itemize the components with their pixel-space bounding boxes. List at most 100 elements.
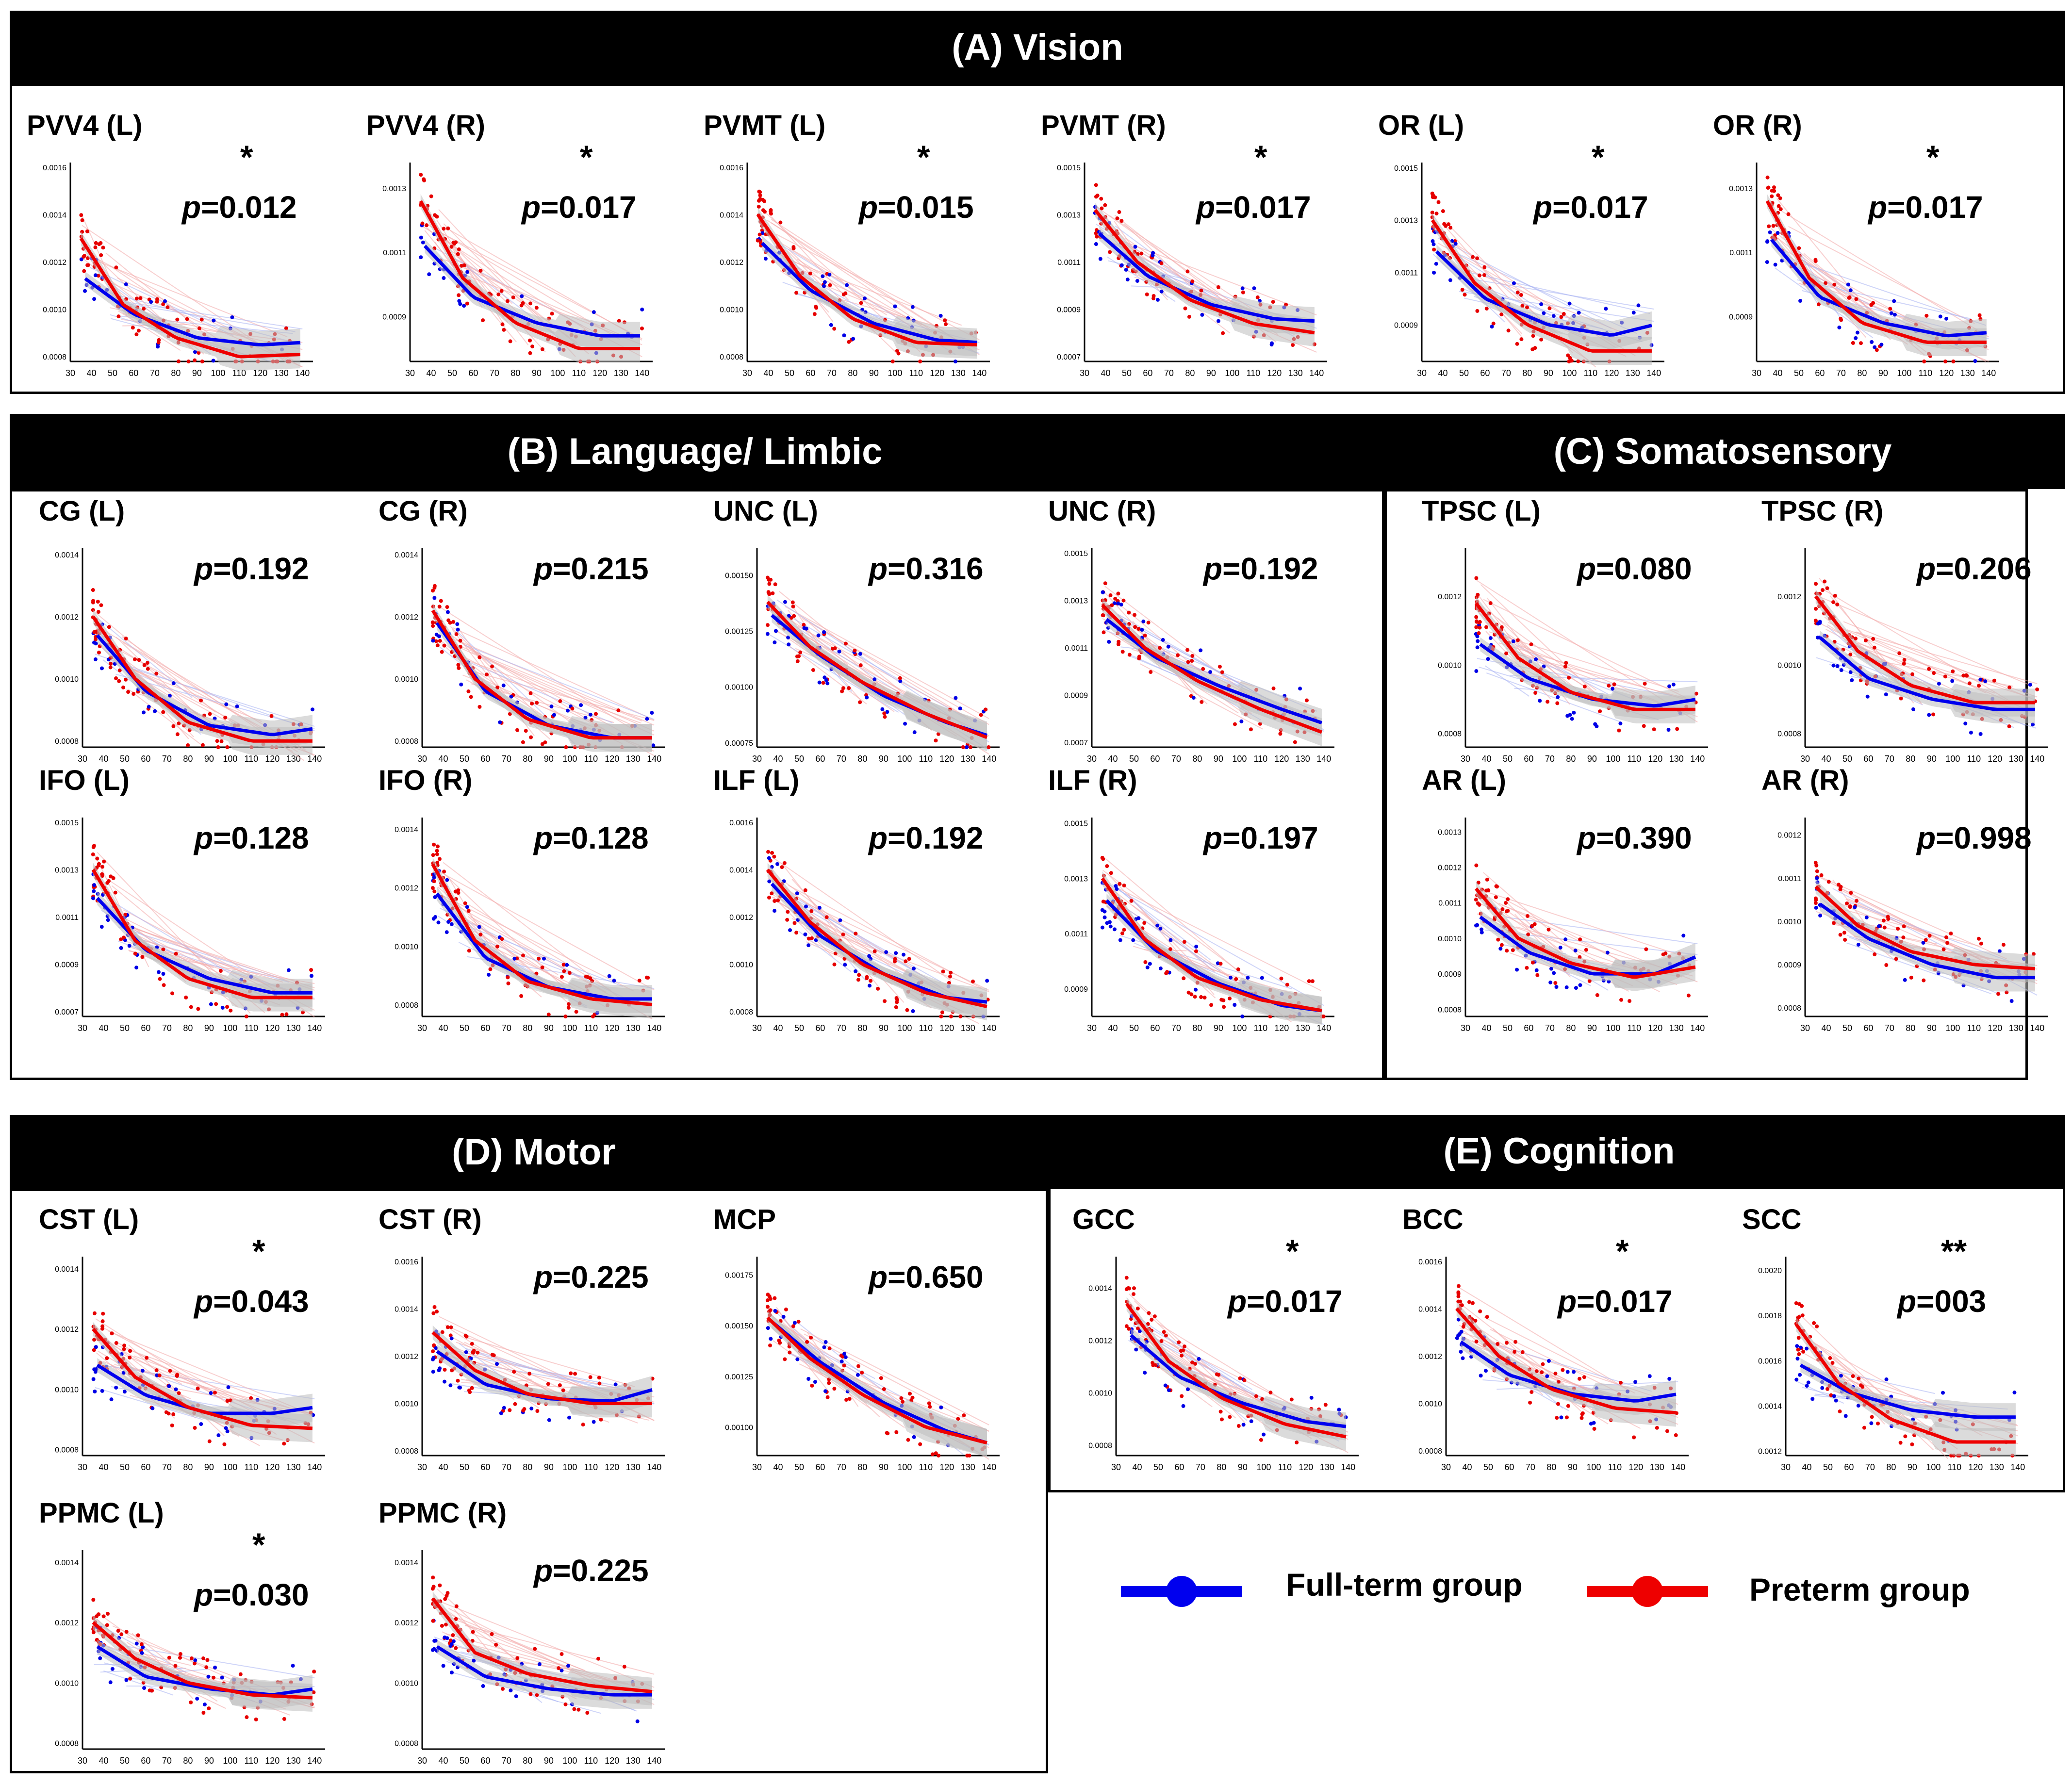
preterm-point [563, 1015, 568, 1018]
trajectory-line [1507, 902, 1566, 958]
preterm-point [1771, 224, 1776, 228]
full-term-point [1453, 242, 1458, 246]
x-tick-label: 40 [1132, 1462, 1142, 1472]
preterm-point [1772, 185, 1776, 190]
full-term-point [1983, 679, 1988, 684]
preterm-point [1121, 598, 1126, 603]
full-term-point [134, 966, 139, 970]
full-term-point [1159, 289, 1164, 294]
preterm-point [513, 1402, 517, 1406]
chart-panel: BCC * p=0.017 30 40 50 60 70 80 90 100 110 120 130 140… [1398, 1203, 1727, 1485]
x-tick-label: 40 [1821, 1023, 1831, 1033]
y-tick-label: 0.0010 [1777, 918, 1801, 926]
full-term-point [645, 717, 649, 721]
section-header-language-limbic: (B) Language/ Limbic [10, 414, 1380, 489]
preterm-point [422, 177, 426, 181]
full-term-point [965, 745, 969, 749]
preterm-point [860, 1371, 864, 1375]
preterm-point [456, 252, 460, 256]
preterm-point [431, 853, 435, 857]
x-tick-label: 130 [274, 368, 289, 378]
full-term-point [1260, 976, 1264, 980]
preterm-point [100, 1324, 105, 1328]
preterm-point [173, 1664, 178, 1668]
full-term-point [1538, 699, 1542, 703]
full-term-point [795, 891, 799, 896]
preterm-point [82, 269, 86, 273]
preterm-point [1238, 1376, 1242, 1380]
preterm-point [1186, 990, 1191, 995]
scatter-plot: 30 40 50 60 70 80 90 100 110 120 130 1400.00080.001… [55, 1257, 325, 1472]
x-tick-label: 50 [120, 1462, 130, 1472]
x-tick-label: 30 [1781, 1462, 1791, 1472]
confidence-band [1456, 1302, 1676, 1427]
full-term-point [1633, 1380, 1638, 1384]
preterm-point [431, 624, 435, 628]
x-tick-label: 120 [592, 368, 607, 378]
preterm-point [110, 1331, 114, 1336]
preterm-point [1100, 855, 1104, 860]
chart-title: CG (L) [39, 495, 125, 527]
preterm-point [223, 715, 228, 720]
p-value-number: =0.015 [878, 190, 974, 225]
x-tick-label: 70 [162, 1756, 172, 1766]
preterm-point [856, 1364, 861, 1368]
preterm-point [882, 1387, 886, 1392]
full-term-point [226, 1385, 230, 1390]
confidence-band [85, 271, 300, 359]
chart-title: PVMT (L) [704, 110, 826, 141]
preterm-point [114, 676, 118, 681]
trajectory-line [1134, 1318, 1252, 1390]
y-tick-label: 0.0008 [1418, 1447, 1442, 1456]
x-tick-label: 50 [447, 368, 457, 378]
preterm-point [174, 951, 178, 956]
y-tick-label: 0.0018 [1758, 1312, 1782, 1320]
y-tick-label: 0.0014 [395, 1305, 418, 1313]
x-tick-label: 70 [490, 368, 499, 378]
preterm-point [1528, 1400, 1532, 1405]
y-tick-label: 0.0016 [1758, 1357, 1782, 1365]
full-term-point [1475, 634, 1480, 639]
trajectory-line [772, 1309, 821, 1355]
y-tick-label: 0.0014 [43, 211, 66, 219]
full-term-point [566, 1664, 571, 1668]
chart-panel: OR (R) * p=0.017 30 40 50 60 70 80 90 100 110 120 130… [1708, 109, 2038, 391]
preterm-point [1864, 639, 1868, 643]
preterm-point [758, 193, 762, 197]
preterm-point [814, 305, 818, 309]
p-value: p=0.316 [869, 551, 984, 587]
full-term-point [1163, 1383, 1168, 1388]
x-tick-label: 130 [951, 368, 966, 378]
preterm-point [1869, 303, 1874, 307]
full-term-point [1605, 950, 1610, 955]
preterm-point [80, 218, 84, 222]
full-term-point [838, 918, 842, 922]
preterm-point [1146, 621, 1151, 625]
preterm-point [1525, 914, 1529, 918]
preterm-point [452, 242, 457, 246]
preterm-point [446, 618, 451, 622]
preterm-point [1540, 1370, 1544, 1375]
preterm-point [496, 292, 501, 296]
x-tick-label: 140 [635, 368, 649, 378]
preterm-point [768, 1343, 772, 1348]
full-term-point [865, 695, 869, 700]
full-term-point [1572, 710, 1576, 715]
preterm-point [792, 921, 797, 925]
preterm-point [886, 1431, 890, 1436]
full-term-point [448, 1383, 453, 1388]
p-value: p=0.080 [1577, 551, 1692, 587]
preterm-point [558, 1383, 562, 1388]
significance-marker: * [252, 1526, 265, 1563]
preterm-point [780, 865, 784, 869]
full-term-point [880, 707, 885, 711]
preterm-point [840, 689, 844, 693]
chart-panel: IFO (R) p=0.128 30 40 50 60 70 80 90 100 110 120 130… [374, 764, 704, 1046]
preterm-point [1249, 727, 1253, 732]
full-term-point [863, 296, 867, 301]
preterm-point [1447, 222, 1451, 227]
preterm-point [432, 879, 436, 884]
x-tick-label: 80 [183, 1756, 193, 1766]
preterm-point [457, 293, 461, 297]
preterm-point [1839, 316, 1843, 321]
